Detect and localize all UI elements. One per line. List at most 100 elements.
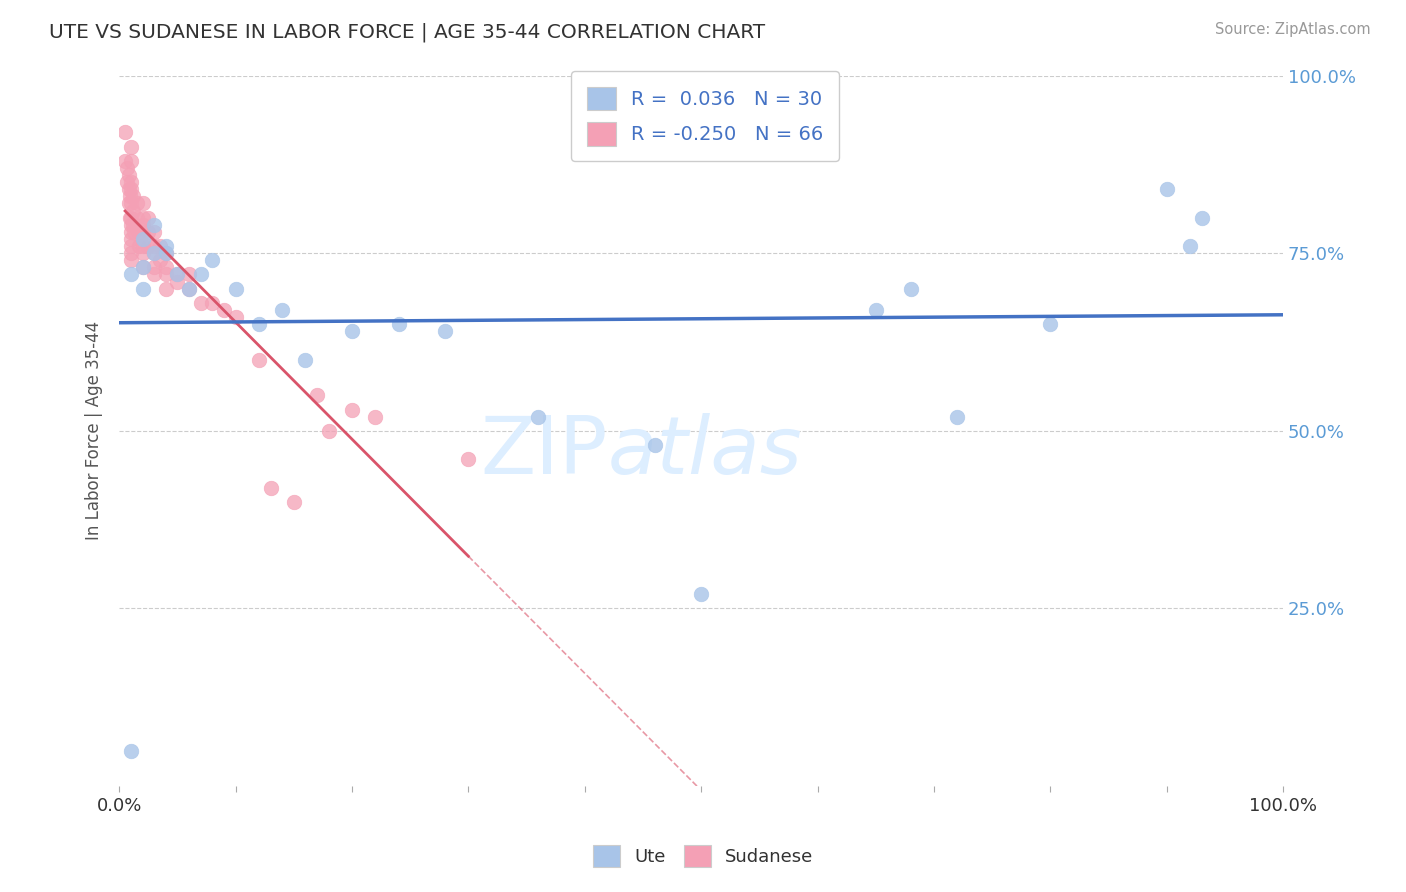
Point	[149, 253, 172, 268]
Point	[120, 239, 142, 253]
Y-axis label: In Labor Force | Age 35-44: In Labor Force | Age 35-44	[86, 321, 103, 541]
Point	[120, 175, 142, 189]
Point	[900, 282, 922, 296]
Point	[131, 196, 153, 211]
Point	[177, 282, 200, 296]
Point	[177, 268, 200, 282]
Point	[1039, 317, 1062, 331]
Point	[120, 182, 142, 196]
Point	[190, 268, 212, 282]
Point	[131, 260, 153, 275]
Point	[1191, 211, 1213, 225]
Point	[131, 282, 153, 296]
Point	[120, 139, 142, 153]
Point	[117, 168, 139, 182]
Point	[131, 239, 153, 253]
Point	[155, 260, 177, 275]
Point	[1156, 182, 1178, 196]
Point	[247, 352, 270, 367]
Point	[149, 239, 172, 253]
Point	[1178, 239, 1201, 253]
Text: UTE VS SUDANESE IN LABOR FORCE | AGE 35-44 CORRELATION CHART: UTE VS SUDANESE IN LABOR FORCE | AGE 35-…	[49, 22, 765, 42]
Point	[166, 268, 188, 282]
Point	[118, 189, 141, 203]
Point	[946, 409, 969, 424]
Text: Source: ZipAtlas.com: Source: ZipAtlas.com	[1215, 22, 1371, 37]
Point	[201, 296, 224, 310]
Point	[138, 225, 160, 239]
Point	[131, 211, 153, 225]
Point	[166, 275, 188, 289]
Point	[117, 182, 139, 196]
Point	[294, 352, 316, 367]
Point	[131, 225, 153, 239]
Point	[143, 246, 166, 260]
Legend: R =  0.036   N = 30, R = -0.250   N = 66: R = 0.036 N = 30, R = -0.250 N = 66	[571, 71, 839, 161]
Point	[364, 409, 387, 424]
Point	[212, 303, 235, 318]
Point	[318, 424, 340, 438]
Point	[865, 303, 887, 318]
Point	[124, 225, 146, 239]
Point	[125, 196, 148, 211]
Point	[117, 196, 139, 211]
Point	[434, 324, 457, 338]
Point	[117, 161, 139, 175]
Point	[690, 587, 713, 601]
Point	[120, 232, 142, 246]
Point	[122, 218, 145, 232]
Point	[225, 282, 247, 296]
Point	[120, 218, 142, 232]
Point	[143, 239, 166, 253]
Point	[177, 282, 200, 296]
Legend: Ute, Sudanese: Ute, Sudanese	[585, 838, 821, 874]
Point	[128, 225, 150, 239]
Point	[120, 246, 142, 260]
Point	[201, 253, 224, 268]
Point	[128, 239, 150, 253]
Point	[131, 232, 153, 246]
Point	[122, 189, 145, 203]
Point	[114, 125, 136, 139]
Point	[138, 211, 160, 225]
Point	[155, 239, 177, 253]
Point	[143, 268, 166, 282]
Point	[118, 211, 141, 225]
Point	[114, 153, 136, 168]
Point	[125, 211, 148, 225]
Point	[340, 324, 363, 338]
Point	[644, 438, 666, 452]
Point	[131, 218, 153, 232]
Point	[143, 218, 166, 232]
Point	[120, 153, 142, 168]
Point	[340, 402, 363, 417]
Point	[190, 296, 212, 310]
Text: ZIP: ZIP	[481, 413, 607, 491]
Point	[166, 268, 188, 282]
Point	[120, 196, 142, 211]
Point	[138, 239, 160, 253]
Point	[155, 282, 177, 296]
Point	[131, 246, 153, 260]
Point	[527, 409, 550, 424]
Point	[120, 253, 142, 268]
Point	[131, 260, 153, 275]
Point	[271, 303, 294, 318]
Point	[122, 203, 145, 218]
Point	[155, 246, 177, 260]
Point	[143, 260, 166, 275]
Point	[225, 310, 247, 325]
Point	[143, 225, 166, 239]
Point	[117, 175, 139, 189]
Point	[307, 388, 329, 402]
Text: atlas: atlas	[607, 413, 803, 491]
Point	[155, 246, 177, 260]
Point	[120, 225, 142, 239]
Point	[457, 452, 479, 467]
Point	[259, 481, 281, 495]
Point	[387, 317, 409, 331]
Point	[155, 268, 177, 282]
Point	[283, 495, 305, 509]
Point	[120, 268, 142, 282]
Point	[120, 211, 142, 225]
